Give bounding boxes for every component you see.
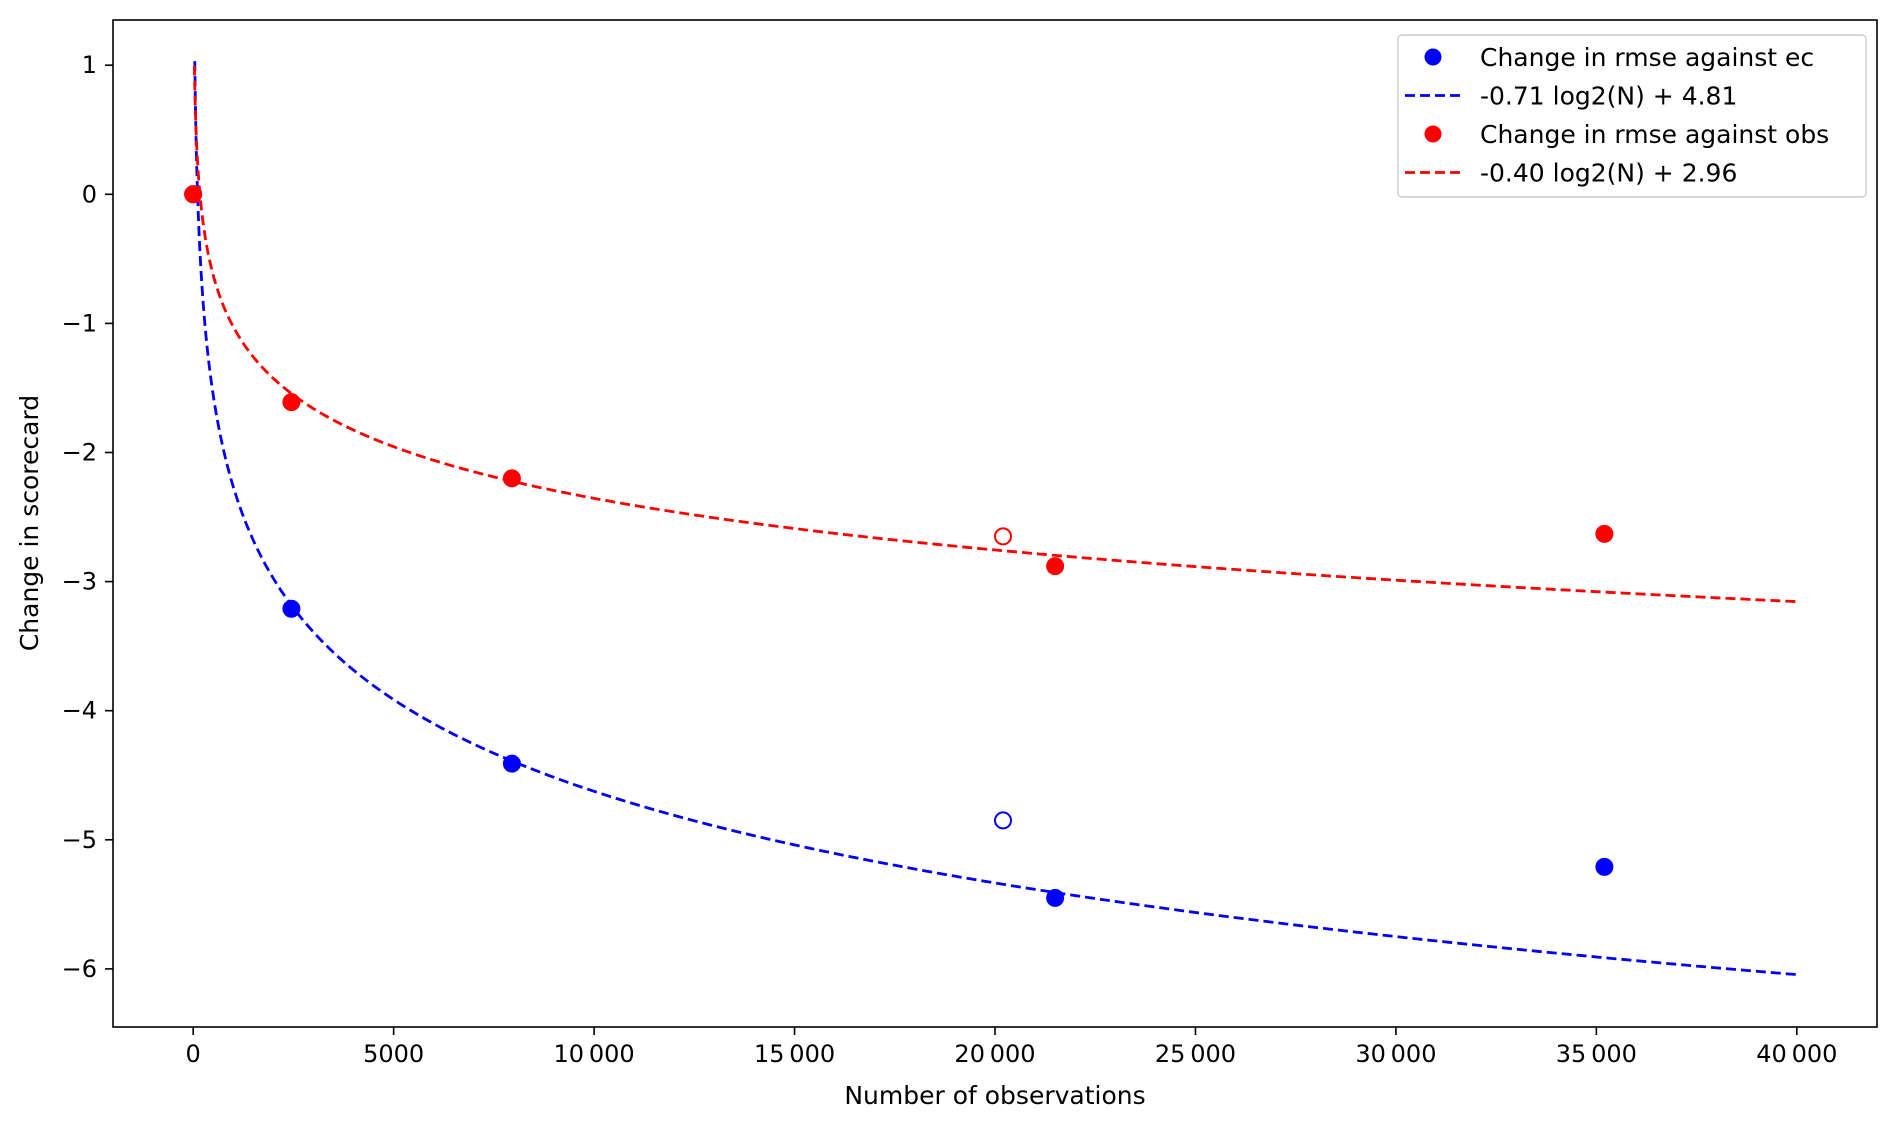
data-point <box>1595 857 1614 876</box>
y-tick-label: −3 <box>62 568 97 596</box>
data-point <box>502 754 521 773</box>
x-tick-label: 40 000 <box>1756 1040 1837 1068</box>
data-point <box>1046 888 1065 907</box>
x-tick-label: 0 <box>186 1040 201 1068</box>
legend-label: -0.40 log2(N) + 2.96 <box>1480 159 1737 188</box>
y-axis-label: Change in scorecard <box>15 395 44 651</box>
x-tick-label: 30 000 <box>1355 1040 1436 1068</box>
fit-line-3 <box>192 65 1797 604</box>
legend-frame <box>1397 34 1867 198</box>
x-tick-label: 15 000 <box>754 1040 835 1068</box>
x-axis-ticks: 0 5000 10 000 15 000 20 000 25 000 30 000 35 00… <box>186 1027 1837 1068</box>
y-tick-label: −2 <box>62 438 97 466</box>
data-points <box>184 185 1614 907</box>
y-tick-label: −4 <box>62 697 97 725</box>
x-tick-label: 10 000 <box>554 1040 635 1068</box>
data-point <box>1046 557 1065 576</box>
legend-marker <box>1424 125 1442 143</box>
y-tick-label: −1 <box>62 309 97 337</box>
hollow-data-point <box>994 811 1013 830</box>
fit-lines <box>192 61 1797 977</box>
legend-marker <box>1424 48 1442 66</box>
hollow-data-point <box>994 527 1013 546</box>
data-point <box>282 393 301 412</box>
y-tick-label: −5 <box>62 826 97 854</box>
x-tick-label: 20 000 <box>954 1040 1035 1068</box>
legend-label: Change in rmse against ec <box>1480 43 1814 72</box>
x-tick-label: 25 000 <box>1155 1040 1236 1068</box>
x-axis-label: Number of observations <box>844 1081 1145 1110</box>
y-tick-label: 0 <box>82 180 97 208</box>
y-tick-label: 1 <box>82 51 97 79</box>
legend-label: -0.71 log2(N) + 4.81 <box>1480 82 1737 111</box>
data-point <box>282 599 301 618</box>
x-tick-label: 5000 <box>363 1040 424 1068</box>
x-tick-label: 35 000 <box>1556 1040 1637 1068</box>
legend-label: Change in rmse against obs <box>1480 120 1829 149</box>
legend: Change in rmse against ec -0.71 log2(N) +… <box>1397 34 1867 198</box>
data-point <box>184 185 203 204</box>
fit-line-1 <box>193 61 1797 977</box>
data-point <box>502 469 521 488</box>
y-axis-ticks: 1 0 −1 −2 −3 −4 −5 −6 <box>62 51 113 983</box>
y-tick-label: −6 <box>62 955 97 983</box>
data-point <box>1595 524 1614 543</box>
